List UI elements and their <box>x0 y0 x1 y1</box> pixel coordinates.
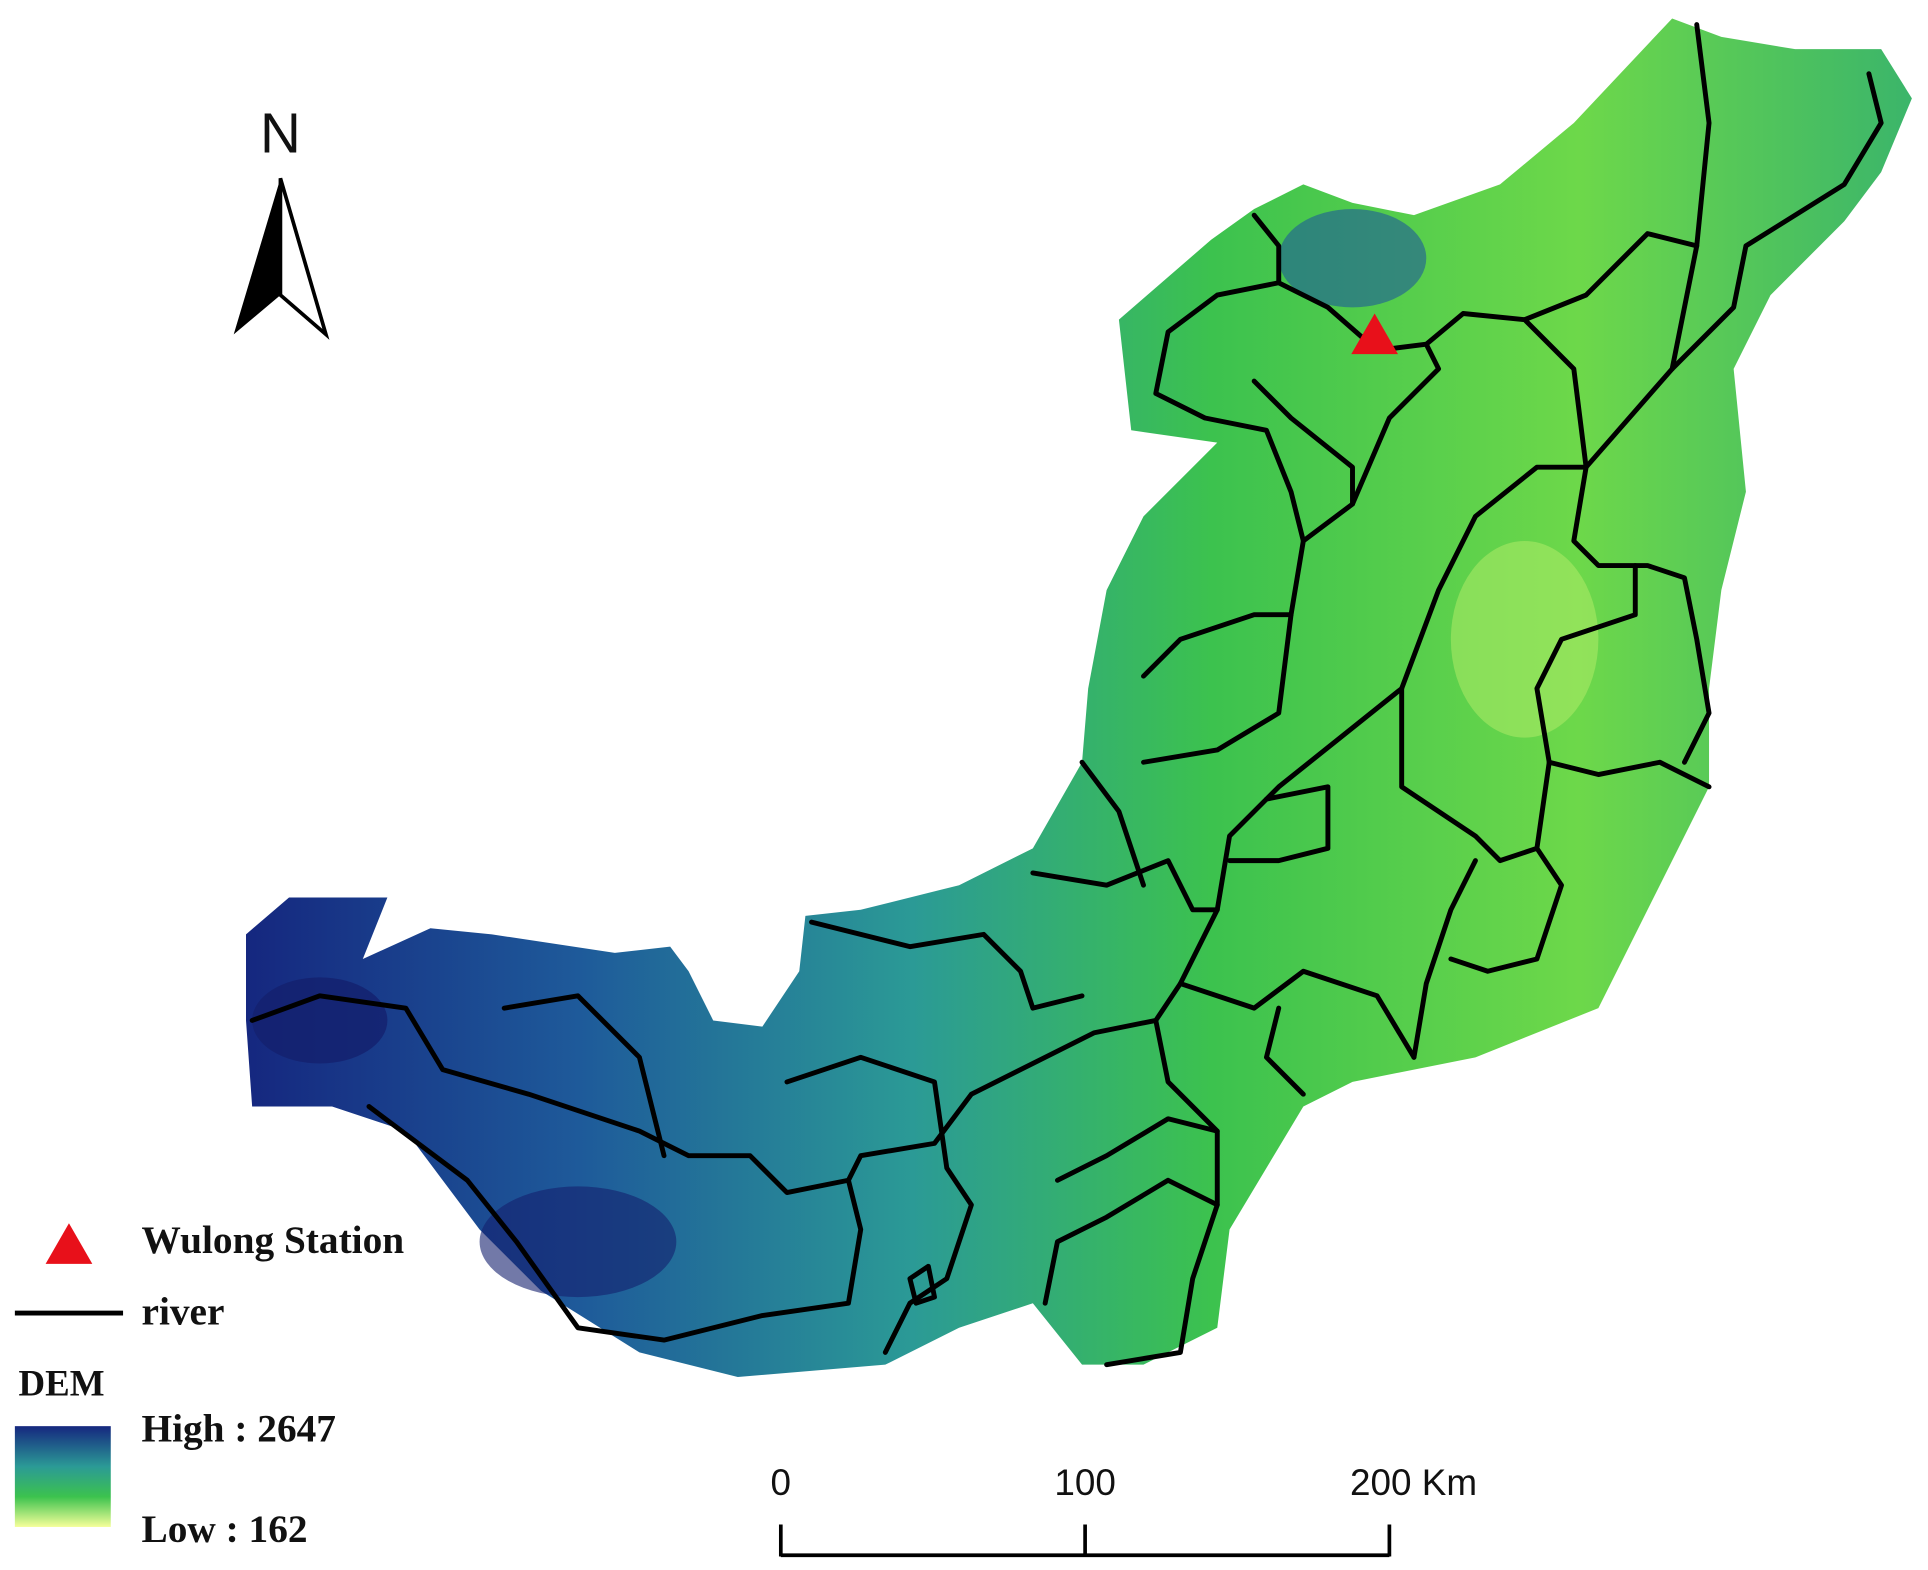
legend-dem-low: Low : 162 <box>142 1507 308 1551</box>
scale-label: 0 <box>771 1462 792 1503</box>
north-arrow: N <box>233 102 330 340</box>
scale-bar: 0 100 200 Km <box>771 1462 1477 1558</box>
scale-label: 200 Km <box>1350 1462 1477 1503</box>
legend-station-label: Wulong Station <box>142 1218 405 1262</box>
legend-river-label: river <box>142 1290 225 1334</box>
legend: Wulong Station river DEM High : 2647 Low… <box>14 1218 405 1551</box>
rivers <box>249 22 1884 1368</box>
station-marker <box>1351 313 1398 355</box>
scale-label: 100 <box>1054 1462 1116 1503</box>
basin <box>246 18 1912 1377</box>
legend-station-symbol <box>45 1223 93 1264</box>
legend-dem-title: DEM <box>19 1362 105 1403</box>
north-label: N <box>260 102 301 165</box>
dem-ramp <box>14 1426 111 1527</box>
legend-dem-high: High : 2647 <box>142 1406 336 1450</box>
